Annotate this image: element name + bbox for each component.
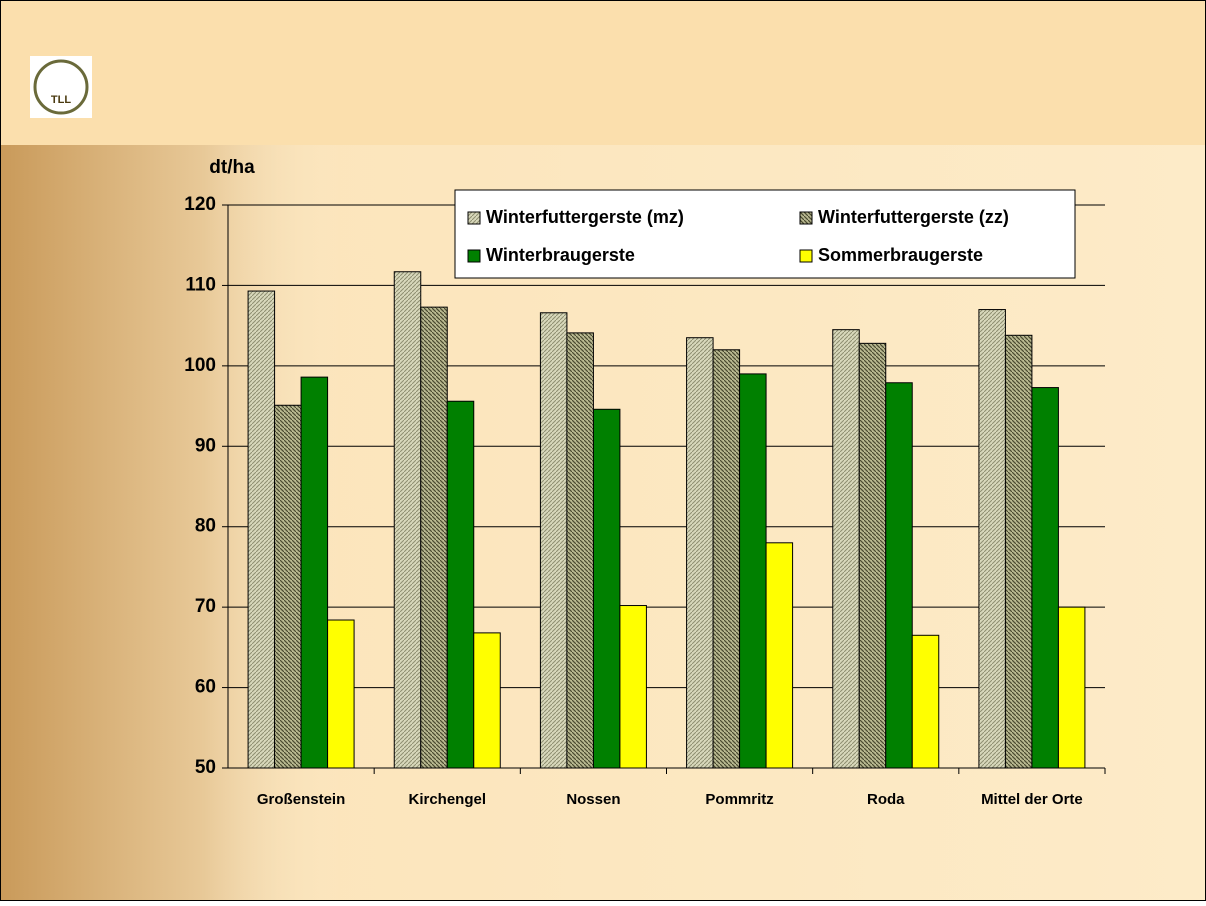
y-tick-label: 120: [184, 194, 216, 215]
y-tick-label: 70: [195, 596, 216, 617]
x-tick-label: Roda: [867, 791, 905, 808]
bar: [393, 271, 422, 769]
bar: [247, 290, 276, 769]
legend-label: Winterfuttergerste (mz): [486, 207, 684, 227]
legend-swatch: [467, 249, 481, 263]
x-tick-label: Pommritz: [705, 791, 773, 808]
bar: [566, 332, 594, 769]
bar: [446, 400, 475, 769]
legend-label: Sommerbraugerste: [818, 245, 983, 265]
bar: [592, 408, 621, 769]
x-tick-label: Kirchengel: [408, 791, 486, 808]
bar: [473, 632, 501, 769]
x-tick-label: Mittel der Orte: [981, 791, 1083, 808]
bar: [1057, 606, 1086, 769]
bar: [978, 309, 1006, 769]
y-axis-label: dt/ha: [209, 157, 255, 178]
logo: [33, 59, 89, 115]
bar: [274, 404, 302, 769]
x-tick-label: Großenstein: [257, 791, 345, 808]
y-tick-label: 100: [184, 355, 216, 376]
x-tick-label: Nossen: [566, 791, 620, 808]
legend-swatch: [799, 211, 813, 225]
y-tick-label: 90: [195, 435, 216, 456]
bar: [1004, 334, 1033, 769]
bar: [739, 373, 767, 769]
legend-label: Winterfuttergerste (zz): [818, 207, 1009, 227]
legend-swatch: [467, 211, 481, 225]
y-tick-label: 80: [195, 516, 216, 537]
y-tick-label: 50: [195, 757, 216, 778]
legend-swatch: [799, 249, 813, 263]
y-tick-label: 110: [185, 274, 216, 295]
header-band: [0, 0, 1206, 145]
bar: [539, 312, 568, 769]
legend: [454, 189, 1076, 279]
logo-text: TLL: [51, 94, 71, 106]
bar: [765, 542, 794, 769]
legend-label: Winterbraugerste: [486, 245, 635, 265]
bar: [832, 329, 860, 769]
bar: [420, 306, 448, 769]
bar: [327, 619, 355, 769]
bar: [858, 342, 887, 769]
bar: [686, 337, 714, 769]
bar: [885, 382, 913, 769]
bar: [619, 605, 647, 769]
bar: [1031, 387, 1059, 769]
bar: [911, 634, 940, 769]
bar: [300, 376, 329, 769]
bar: [712, 349, 741, 769]
y-tick-label: 60: [195, 677, 216, 698]
